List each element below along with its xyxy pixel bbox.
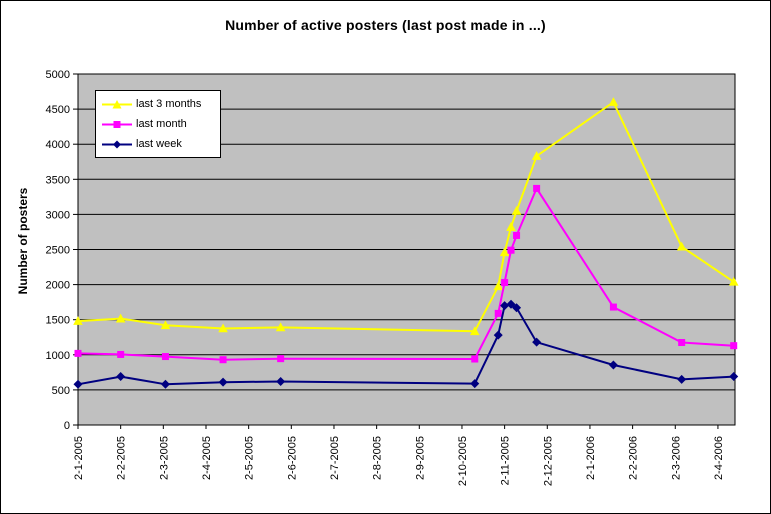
data-point-square <box>219 356 227 364</box>
data-point-square <box>507 246 515 254</box>
x-tick-label: 2-7-2005 <box>329 436 341 480</box>
data-point-diamond <box>493 330 503 340</box>
x-tick-label: 2-11-2005 <box>500 436 512 485</box>
x-tick-label: 2-2-2005 <box>116 436 128 480</box>
series-line-last-week <box>77 303 734 386</box>
series-markers-last-3-months <box>73 97 739 336</box>
legend-swatch-square-icon <box>102 120 132 128</box>
data-point-triangle <box>531 151 542 160</box>
y-tick-label: 2500 <box>46 245 70 257</box>
legend-item: last month <box>101 114 218 134</box>
data-point-square <box>161 353 169 361</box>
x-tick-label: 2-10-2005 <box>457 436 469 486</box>
y-tick-label: 4000 <box>46 139 70 151</box>
x-tick-label: 2-1-2005 <box>73 436 85 480</box>
data-point-diamond <box>608 360 618 370</box>
x-tick-label: 2-4-2006 <box>713 436 725 480</box>
legend: last 3 months last month last week <box>95 90 221 158</box>
y-tick-label: 1500 <box>46 315 70 327</box>
y-tick-label: 0 <box>64 420 70 432</box>
data-point-triangle <box>608 97 619 106</box>
data-point-diamond <box>218 377 228 387</box>
x-tick-label: 2-9-2005 <box>414 436 426 480</box>
data-point-triangle <box>218 323 228 333</box>
legend-label: last week <box>136 138 182 150</box>
y-tick-label: 3500 <box>46 174 70 186</box>
x-tick-label: 2-5-2005 <box>244 436 256 480</box>
data-point-square <box>678 339 686 347</box>
data-point-diamond <box>677 374 687 384</box>
data-point-square <box>494 309 502 317</box>
data-point-diamond <box>532 337 542 347</box>
data-point-triangle <box>728 276 739 286</box>
y-axis-tick-labels: 0 500 1000 1500 2000 2500 3000 3500 4000 4500 5000 <box>46 69 70 432</box>
data-point-diamond <box>500 301 510 311</box>
legend-item: last 3 months <box>101 94 218 114</box>
data-point-square <box>533 184 541 192</box>
y-tick-label: 5000 <box>46 69 70 81</box>
x-tick-label: 2-6-2005 <box>286 436 298 480</box>
data-point-square <box>117 350 125 358</box>
data-point-diamond <box>116 372 126 382</box>
data-point-diamond <box>506 299 516 309</box>
y-tick-label: 3000 <box>46 209 70 221</box>
data-point-triangle <box>506 222 516 231</box>
data-point-triangle <box>115 313 126 323</box>
data-point-diamond <box>512 303 522 313</box>
legend-item: last week <box>101 134 218 154</box>
data-point-triangle <box>275 322 286 332</box>
series-markers-last-month <box>74 184 738 364</box>
gridlines <box>73 73 735 429</box>
data-point-square <box>471 355 479 363</box>
x-axis-tick-labels: 2-1-2005 2-2-2005 2-3-2005 2-4-2005 2-5-2005… <box>73 436 725 486</box>
x-tick-label: 2-3-2005 <box>158 436 170 480</box>
x-tick-label: 2-12-2005 <box>542 436 554 486</box>
data-point-triangle <box>73 316 83 325</box>
chart-title: Number of active posters (last post made… <box>225 17 546 33</box>
data-point-square <box>277 355 285 363</box>
data-point-triangle <box>493 281 504 291</box>
data-point-square <box>513 231 521 239</box>
x-tick-label: 2-3-2006 <box>670 436 682 480</box>
data-point-square <box>609 303 617 311</box>
data-point-triangle <box>676 241 687 251</box>
y-tick-label: 1000 <box>46 350 70 362</box>
data-point-triangle <box>160 320 171 330</box>
data-point-diamond <box>73 379 83 389</box>
data-point-diamond <box>470 379 480 389</box>
legend-swatch-diamond-icon <box>102 140 132 148</box>
y-tick-label: 2000 <box>46 280 70 292</box>
legend-label: last month <box>136 118 187 130</box>
data-point-square <box>74 349 82 357</box>
legend-label: last 3 months <box>136 98 202 110</box>
data-point-diamond <box>160 379 170 389</box>
series-markers-last-week <box>73 299 739 389</box>
data-point-square <box>501 278 509 286</box>
data-point-triangle <box>499 247 510 257</box>
series-line-last-month <box>77 186 734 361</box>
data-point-triangle <box>469 326 480 336</box>
data-point-square <box>730 342 738 350</box>
series-line-last-3-months <box>77 100 735 333</box>
y-tick-label: 500 <box>52 385 70 397</box>
x-tick-label: 2-8-2005 <box>372 436 384 480</box>
data-point-triangle <box>511 205 522 215</box>
y-tick-label: 4500 <box>46 104 70 116</box>
x-tick-label: 2-1-2006 <box>585 436 597 480</box>
data-point-diamond <box>729 372 739 382</box>
x-tick-label: 2-4-2005 <box>201 436 213 480</box>
data-point-diamond <box>276 376 286 386</box>
legend-swatch-triangle-icon <box>102 99 132 108</box>
x-tick-label: 2-2-2006 <box>628 436 640 480</box>
